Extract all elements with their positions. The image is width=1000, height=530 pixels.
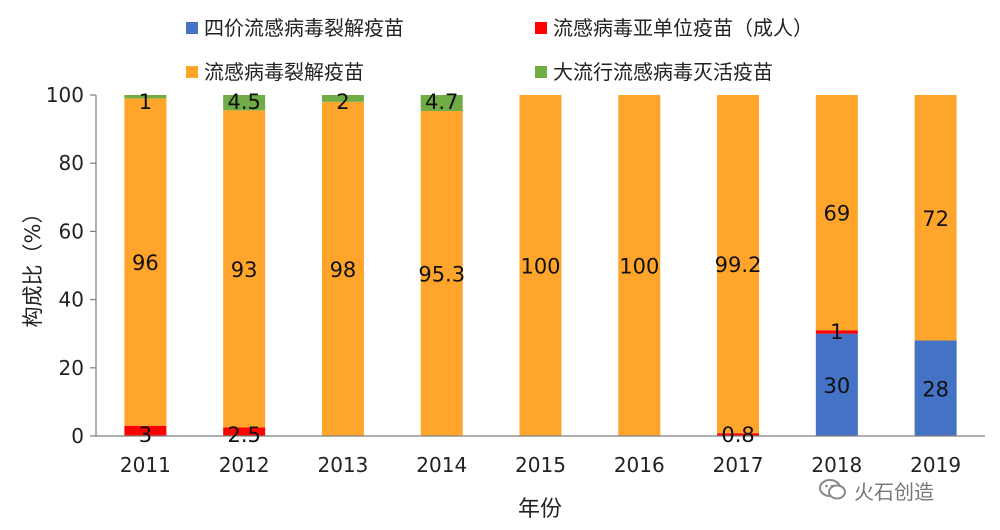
bar-2014-series-2 [420, 111, 463, 436]
legend-swatch-0 [186, 22, 198, 34]
watermark: 火石创造 [818, 470, 988, 510]
y-tick-label-80: 80 [59, 151, 84, 175]
data-label-2014-series-3: 4.7 [425, 90, 458, 114]
bar-2013-series-3 [321, 95, 364, 102]
bars [124, 95, 957, 436]
y-tick-label-100: 100 [46, 83, 84, 107]
y-axis-title: 构成比（%） [21, 203, 45, 328]
data-label-2014-series-2: 95.3 [418, 263, 465, 287]
data-label-2018-series-1: 1 [830, 320, 843, 344]
data-label-2012-series-2: 93 [231, 258, 258, 282]
data-label-2019-series-2: 72 [922, 207, 949, 231]
bar-2011-series-2 [124, 98, 167, 426]
y-tick-label-0: 0 [71, 424, 84, 448]
y-tick-label-20: 20 [59, 356, 84, 380]
bar-2017-series-2 [717, 95, 760, 434]
bar-2013-series-2 [321, 101, 364, 436]
x-tick-label-2013: 2013 [317, 453, 368, 477]
bar-2019-series-0 [914, 340, 957, 436]
bar-2011-series-1 [124, 425, 167, 436]
data-label-2013-series-2: 98 [330, 258, 357, 282]
bar-2014-series-3 [420, 95, 463, 112]
data-label-2015-series-2: 100 [520, 255, 560, 279]
bar-2018-series-0 [815, 333, 858, 436]
bar-2017-series-1 [717, 433, 760, 436]
x-tick-label-2016: 2016 [614, 453, 665, 477]
data-label-2018-series-0: 30 [823, 374, 850, 398]
data-label-2013-series-3: 2 [336, 90, 349, 114]
data-label-2017-series-1: 0.8 [721, 423, 754, 447]
data-label-2011-series-2: 96 [132, 251, 159, 275]
legend-swatch-1 [535, 22, 547, 34]
x-tick-label-2017: 2017 [713, 453, 764, 477]
legend-swatch-2 [186, 66, 198, 78]
x-axis-title: 年份 [518, 497, 562, 522]
watermark-text: 火石创造 [854, 479, 934, 504]
x-tick-label-2012: 2012 [219, 453, 270, 477]
legend-label-1: 流感病毒亚单位疫苗（成人） [553, 16, 813, 40]
bar-2018-series-2 [815, 95, 858, 331]
data-label-2011-series-3: 1 [139, 90, 152, 114]
legend: 四价流感病毒裂解疫苗 流感病毒亚单位疫苗（成人） 流感病毒裂解疫苗 大流行流感病毒灭活… [186, 16, 813, 84]
y-tick-label-60: 60 [59, 219, 84, 243]
bar-2015-series-2 [519, 95, 562, 436]
data-label-2019-series-0: 28 [922, 377, 949, 401]
bar-2012-series-3 [223, 95, 266, 111]
bar-2016-series-2 [618, 95, 661, 436]
bar-2018-series-1 [815, 330, 858, 334]
data-label-2012-series-1: 2.5 [227, 423, 260, 447]
data-label-2018-series-2: 69 [823, 202, 850, 226]
data-label-2011-series-1: 3 [139, 423, 152, 447]
x-tick-label-2011: 2011 [120, 453, 171, 477]
legend-label-2: 流感病毒裂解疫苗 [204, 60, 364, 84]
bar-2019-series-2 [914, 95, 957, 341]
data-label-2016-series-2: 100 [619, 255, 659, 279]
x-tick-label-2019: 2019 [910, 453, 961, 477]
bar-2012-series-1 [223, 427, 266, 436]
wechat-icon [819, 479, 846, 500]
x-tick-label-2018: 2018 [811, 453, 862, 477]
legend-label-3: 大流行流感病毒灭活疫苗 [553, 60, 773, 84]
legend-swatch-3 [535, 66, 547, 78]
bar-2012-series-2 [223, 110, 266, 428]
data-labels: 3 96 1 2.5 93 4.5 98 2 95.3 4.7 100 100 0.8 99.2 30 1 69… [132, 90, 949, 447]
legend-label-0: 四价流感病毒裂解疫苗 [204, 16, 404, 40]
axes: 0 20 40 60 80 100 2011 2012 2013 2014 2015 2016 2017… [46, 83, 985, 477]
x-tick-label-2014: 2014 [416, 453, 467, 477]
y-tick-label-40: 40 [59, 288, 84, 312]
data-label-2017-series-2: 99.2 [715, 253, 762, 277]
bar-2011-series-3 [124, 95, 167, 99]
data-label-2012-series-3: 4.5 [227, 90, 260, 114]
x-tick-label-2015: 2015 [515, 453, 566, 477]
